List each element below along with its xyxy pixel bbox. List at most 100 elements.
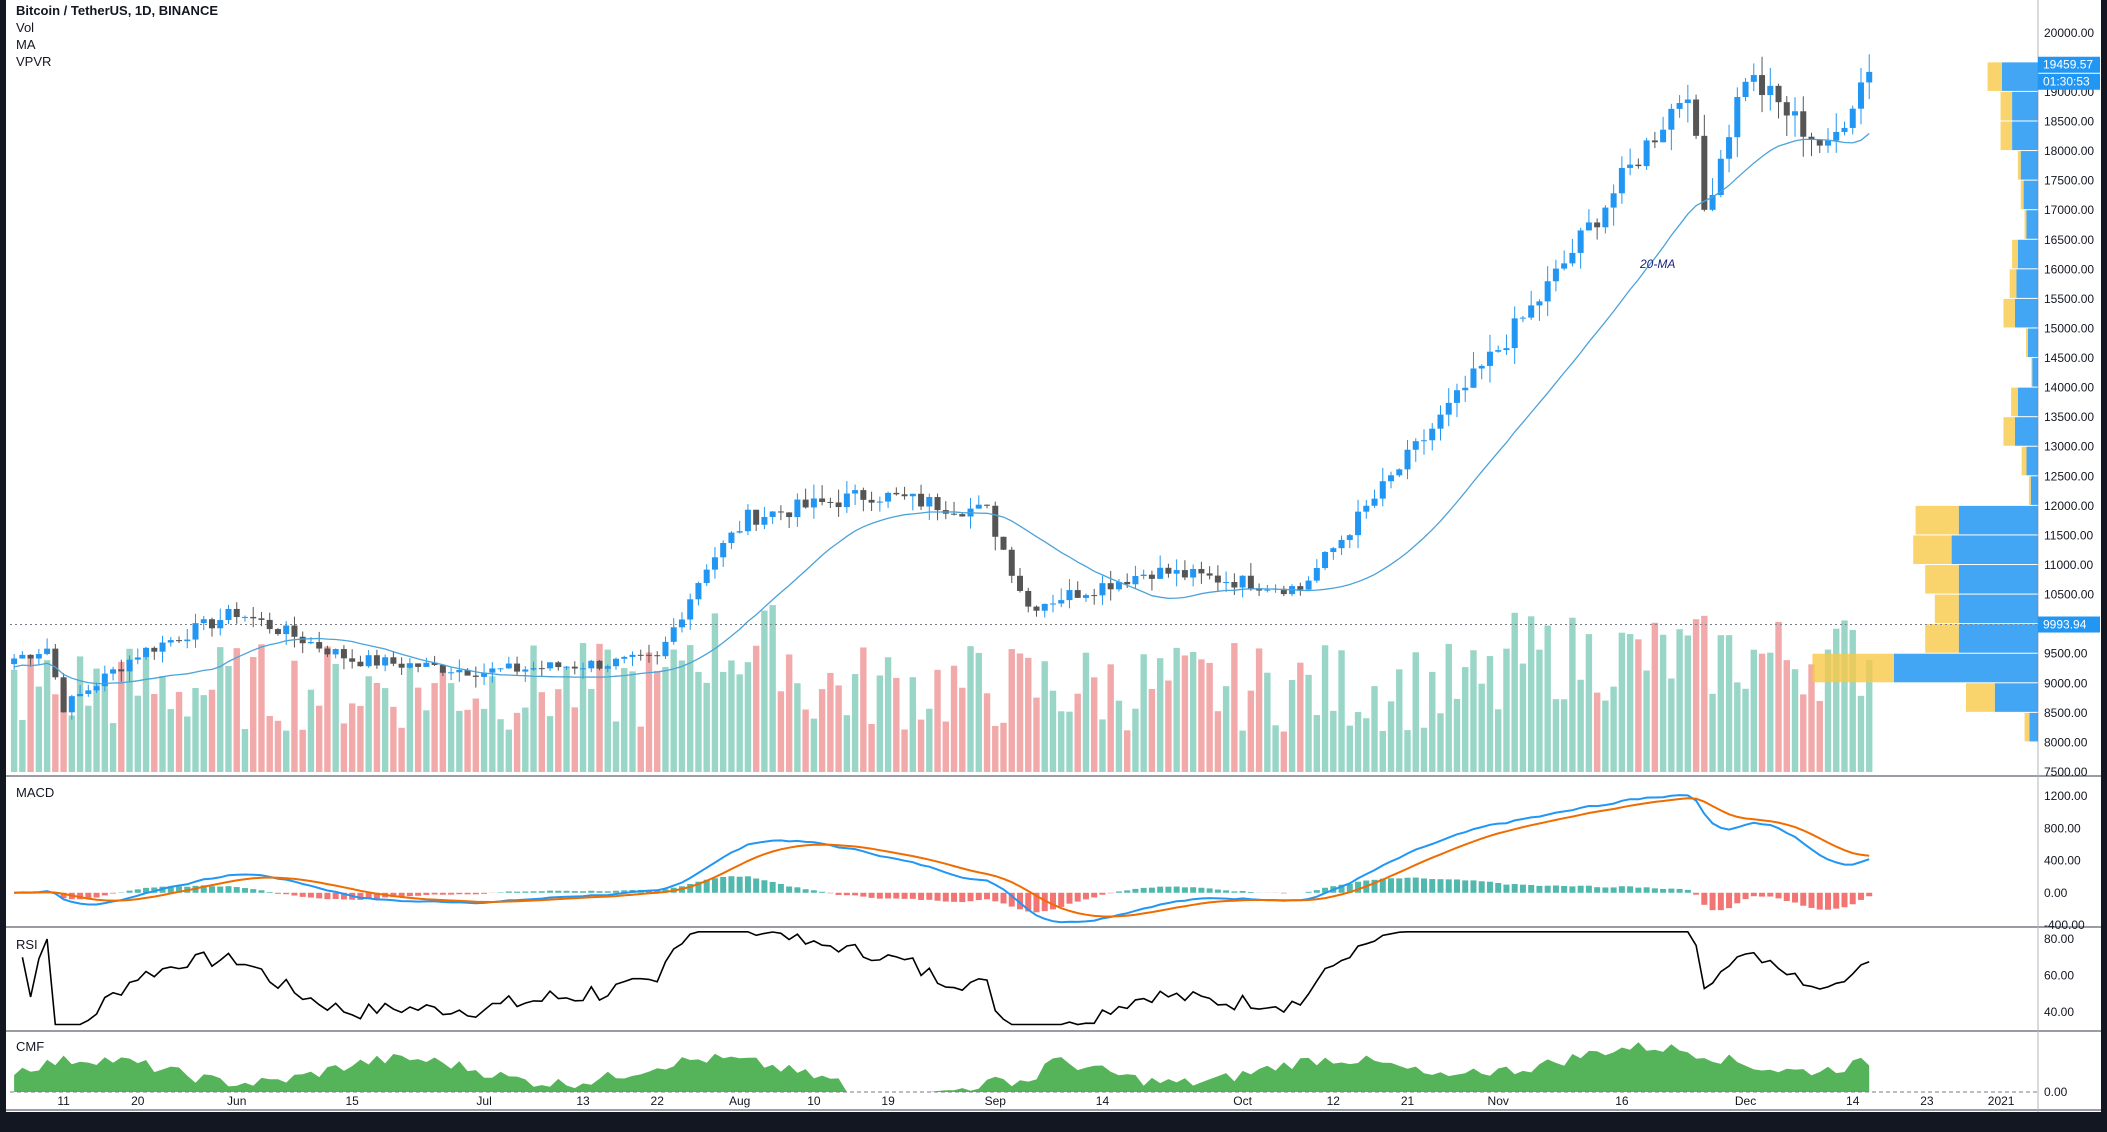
- candle-body: [1371, 498, 1378, 506]
- macd-histogram-bar: [530, 891, 537, 893]
- volume-bar: [588, 688, 595, 772]
- price-tick-label: 11500.00: [2044, 528, 2093, 542]
- time-axis-bar: [0, 1112, 2107, 1132]
- macd-histogram-bar: [1602, 887, 1609, 893]
- time-tick-label: 14: [1096, 1094, 1110, 1108]
- vpvr-bar-down: [2014, 417, 2038, 446]
- macd-histogram-bar: [810, 890, 817, 893]
- rsi-line: [21, 931, 1870, 1026]
- macd-histogram-bar: [448, 892, 455, 895]
- macd-histogram-bar: [1231, 891, 1238, 893]
- candle-body: [1536, 301, 1543, 306]
- macd-histogram-bar: [406, 892, 413, 897]
- macd-histogram-bar: [975, 892, 982, 901]
- macd-histogram-bar: [456, 892, 463, 895]
- volume-bar: [1610, 686, 1617, 772]
- macd-histogram-bar: [274, 892, 281, 894]
- macd-histogram-bar: [744, 876, 751, 893]
- volume-bar: [390, 706, 397, 772]
- macd-histogram-bar: [1759, 892, 1766, 897]
- time-tick-label: Jul: [476, 1094, 491, 1108]
- candle-body: [1759, 75, 1766, 96]
- volume-bar: [1635, 639, 1642, 772]
- candle-body: [1511, 318, 1518, 349]
- volume-bar: [670, 649, 677, 772]
- macd-histogram-bar: [167, 886, 174, 893]
- candle-body: [1421, 440, 1427, 442]
- rsi-pane-label[interactable]: RSI: [16, 937, 38, 952]
- vpvr-bar-up: [2003, 298, 2015, 328]
- volume-bar: [1651, 622, 1659, 772]
- volume-bar: [365, 676, 372, 772]
- time-tick-label: 12: [1327, 1094, 1341, 1108]
- volume-bar: [43, 660, 51, 772]
- legend-vol[interactable]: Vol: [16, 20, 35, 35]
- volume-bar: [118, 661, 125, 772]
- macd-histogram-bar: [373, 892, 380, 899]
- macd-pane-label[interactable]: MACD: [16, 785, 55, 800]
- macd-histogram-bar: [1445, 879, 1452, 893]
- candle-body: [761, 517, 768, 525]
- volume-bar: [637, 726, 644, 772]
- volume-bar: [184, 716, 191, 772]
- macd-histogram-bar: [1618, 886, 1625, 893]
- candle-body: [1082, 595, 1089, 598]
- volume-bar: [19, 719, 26, 772]
- candle-body: [258, 618, 265, 620]
- candle-body: [217, 620, 224, 629]
- volume-bar: [1816, 700, 1823, 772]
- macd-histogram-bar: [1305, 891, 1312, 893]
- macd-histogram-bar: [110, 892, 117, 894]
- volume-bar: [1519, 663, 1527, 772]
- volume-bar: [1429, 671, 1436, 772]
- macd-histogram-bar: [786, 886, 793, 893]
- candle-body: [1486, 351, 1493, 366]
- legend-vpvr[interactable]: VPVR: [16, 54, 52, 69]
- candle-body: [1808, 136, 1815, 140]
- cmf-pane-label[interactable]: CMF: [16, 1039, 45, 1054]
- candle-body: [349, 658, 356, 662]
- macd-tick-label: 0.00: [2044, 886, 2068, 900]
- volume-bar: [60, 681, 67, 772]
- volume-bar: [769, 605, 776, 772]
- candle-body: [472, 675, 479, 677]
- macd-histogram-bar: [1379, 878, 1386, 893]
- candle-body: [373, 655, 380, 666]
- volume-bar: [266, 716, 273, 772]
- macd-histogram-bar: [357, 892, 364, 900]
- volume-bar: [596, 643, 603, 772]
- volume-bar: [1115, 700, 1123, 772]
- candle-body: [283, 625, 290, 635]
- price-tick-label: 11000.00: [2044, 558, 2093, 572]
- volume-bar: [530, 645, 537, 772]
- candle-body: [439, 664, 446, 673]
- candle-body: [456, 669, 463, 673]
- volume-bar: [208, 689, 216, 772]
- candle-body: [274, 629, 281, 635]
- volume-bar: [1643, 670, 1650, 772]
- candle-body: [192, 623, 199, 640]
- volume-bar: [134, 695, 141, 772]
- candle-body: [1017, 575, 1023, 591]
- candle-body: [1437, 414, 1444, 429]
- volume-bar: [1791, 669, 1799, 772]
- legend-ma[interactable]: MA: [16, 37, 36, 52]
- macd-histogram-bar: [926, 892, 933, 900]
- macd-histogram-bar: [1577, 885, 1584, 893]
- macd-histogram-bar: [654, 890, 661, 893]
- macd-histogram-bar: [1684, 889, 1691, 893]
- volume-bar: [464, 709, 471, 772]
- volume-bar: [126, 648, 133, 772]
- macd-histogram-bar: [1701, 892, 1708, 905]
- candle-body: [143, 647, 150, 658]
- volume-bar: [621, 668, 628, 772]
- macd-histogram-bar: [736, 876, 743, 893]
- vpvr-bar-up: [2012, 239, 2018, 269]
- price-tick-label: 18000.00: [2044, 144, 2094, 158]
- candle-body: [1322, 551, 1329, 569]
- volume-bar: [315, 705, 323, 772]
- candle-body: [975, 504, 982, 509]
- vpvr-bar-down: [1958, 565, 2038, 594]
- vpvr-bar-down: [2027, 328, 2038, 358]
